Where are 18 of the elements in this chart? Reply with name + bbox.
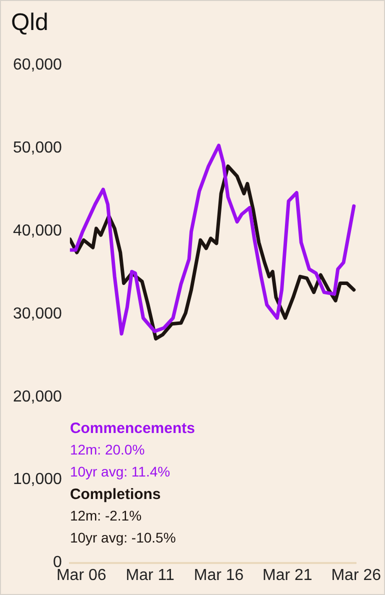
y-tick-label: 20,000 (13, 388, 62, 406)
annotation: 10yr avg: -10.5% (70, 530, 176, 546)
y-tick-label: 30,000 (13, 305, 62, 322)
annotation: 12m: -2.1% (70, 508, 142, 524)
text: Completions (70, 486, 161, 503)
x-tick-label: Mar 21 (262, 566, 312, 584)
x-tick-label: Mar 16 (194, 566, 244, 584)
y-tick-label: 10,000 (13, 471, 62, 488)
annotation: 10yr avg: 11.4% (70, 464, 170, 480)
chart-title: Qld (11, 9, 48, 37)
x-tick-label: Mar 06 (56, 566, 106, 584)
y-tick-label: 40,000 (13, 222, 62, 240)
annotation: 12m: 20.0% (70, 442, 145, 458)
y-tick-label: 50,000 (13, 139, 62, 156)
y-tick-label: 60,000 (13, 56, 62, 74)
x-tick-label: Mar 26 (331, 566, 382, 584)
text: Commencements (70, 420, 195, 437)
x-tick-label: Mar 11 (126, 566, 174, 584)
